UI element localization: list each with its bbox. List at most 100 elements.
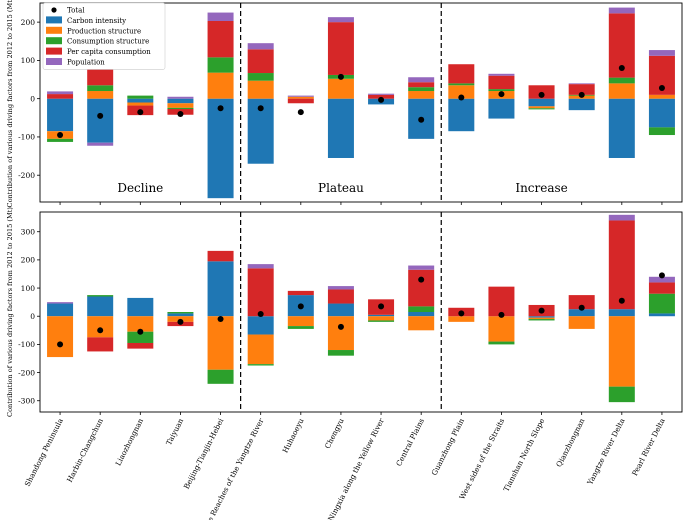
bar-carbon-intensity-ningxia-along-the-yellow-river	[368, 314, 395, 317]
bar-production-structure-qianzhongnan	[568, 316, 595, 329]
total-dot-huhaoeyu	[297, 109, 304, 116]
legend-label-per-capita-consumption: Per capita consumption	[67, 48, 151, 56]
bar-per-capita-consumption-shandong-peninsula	[47, 94, 74, 99]
bar-carbon-intensity-qianzhongnan	[568, 98, 595, 111]
total-dot-qianzhongnan	[578, 91, 585, 98]
bar-consumption-structure-harbin-changchun	[87, 85, 114, 92]
total-dot-central-plains	[418, 116, 425, 123]
group-label-plateau: Plateau	[318, 181, 364, 195]
y-tick-label: -200	[18, 171, 35, 180]
bar-carbon-intensity-liaozhongnan	[127, 98, 154, 103]
bar-consumption-structure-tianshan-north-slope	[528, 108, 555, 110]
y-tick-label: -100	[18, 133, 35, 142]
bar-production-structure-huhaoeyu	[287, 316, 314, 327]
x-tick-label-liaozhongnan: Liaozhongnan	[113, 417, 145, 468]
group-label-decline: Decline	[117, 181, 163, 195]
bar-per-capita-consumption-qianzhongnan	[568, 84, 595, 95]
bar-consumption-structure-middle-reaches-of-the-yangtze-river	[247, 364, 274, 366]
y-tick-label: -100	[18, 340, 35, 349]
bar-carbon-intensity-liaozhongnan	[127, 297, 154, 317]
group-label-increase: Increase	[515, 181, 567, 195]
x-tick-label-pearl-river-delta: Pearl River Delta	[630, 416, 667, 477]
total-dot-beijing-tianjin-hebei	[217, 105, 224, 112]
x-tick-label-guanzhong-plain: Guanzhong Plain	[430, 417, 467, 477]
total-dot-shandong-peninsula	[57, 341, 64, 348]
bar-carbon-intensity-beijing-tianjin-hebei	[207, 261, 234, 317]
bar-per-capita-consumption-middle-reaches-of-the-yangtze-river	[247, 49, 274, 74]
bar-carbon-intensity-tianshan-north-slope	[528, 98, 555, 107]
total-dot-harbin-changchun	[97, 112, 104, 119]
bar-consumption-structure-beijing-tianjin-hebei	[207, 369, 234, 384]
bar-carbon-intensity-shandong-peninsula	[47, 303, 74, 317]
total-dot-tianshan-north-slope	[538, 91, 545, 98]
bar-population-yangtze-river-delta	[608, 214, 635, 221]
bar-production-structure-harbin-changchun	[87, 316, 114, 338]
legend-label-total: Total	[67, 7, 85, 15]
bar-population-shandong-peninsula	[47, 91, 74, 95]
legend-label-consumption-structure: Consumption structure	[67, 38, 149, 46]
total-dot-huhaoeyu	[297, 303, 304, 310]
bar-carbon-intensity-central-plains	[408, 312, 435, 317]
total-dot-taiyuan	[177, 110, 184, 117]
bar-production-structure-middle-reaches-of-the-yangtze-river	[247, 334, 274, 365]
legend-swatch-population	[46, 58, 62, 65]
bar-population-yangtze-river-delta	[608, 7, 635, 14]
bar-population-pearl-river-delta	[648, 276, 675, 283]
bar-per-capita-consumption-central-plains	[408, 269, 435, 307]
bar-production-structure-tianshan-north-slope	[528, 106, 555, 109]
bar-per-capita-consumption-ningxia-along-the-yellow-river	[368, 94, 395, 99]
total-dot-chengyu	[337, 73, 344, 80]
bar-per-capita-consumption-beijing-tianjin-hebei	[207, 250, 234, 262]
y-axis-label: Contribution of various driving factors …	[6, 207, 14, 417]
total-dot-guanzhong-plain	[458, 310, 465, 317]
bar-population-harbin-changchun	[87, 142, 114, 146]
bar-per-capita-consumption-west-sides-of-the-straits	[488, 75, 515, 90]
bar-population-beijing-tianjin-hebei	[207, 12, 234, 21]
total-dot-yangtze-river-delta	[618, 297, 625, 304]
total-dot-ningxia-along-the-yellow-river	[378, 96, 385, 103]
x-tick-label-chengyu: Chengyu	[323, 417, 346, 451]
bar-carbon-intensity-harbin-changchun	[87, 296, 114, 317]
y-tick-label: 0	[30, 312, 35, 321]
bar-consumption-structure-guanzhong-plain	[448, 83, 475, 86]
bar-per-capita-consumption-pearl-river-delta	[648, 282, 675, 294]
bar-carbon-intensity-qianzhongnan	[568, 309, 595, 317]
total-dot-tianshan-north-slope	[538, 307, 545, 314]
bar-carbon-intensity-harbin-changchun	[87, 98, 114, 143]
bar-carbon-intensity-guanzhong-plain	[448, 98, 475, 132]
bar-population-west-sides-of-the-straits	[488, 73, 515, 76]
bar-per-capita-consumption-huhaoeyu	[287, 98, 314, 104]
bar-production-structure-yangtze-river-delta	[608, 83, 635, 99]
bar-per-capita-consumption-guanzhong-plain	[448, 64, 475, 84]
bar-production-structure-shandong-peninsula	[47, 316, 74, 358]
total-dot-beijing-tianjin-hebei	[217, 316, 224, 323]
x-tick-label-middle-reaches-of-the-yangtze-river: Middle Reaches of the Yangtze River	[196, 416, 266, 520]
bar-consumption-structure-central-plains	[408, 306, 435, 312]
x-tick-label-tianshan-north-slope: Tianshan North Slope	[502, 417, 547, 493]
bar-per-capita-consumption-qianzhongnan	[568, 295, 595, 310]
legend-swatch-production-structure	[46, 26, 62, 34]
legend-marker-total	[51, 7, 57, 13]
bar-population-middle-reaches-of-the-yangtze-river	[247, 264, 274, 269]
plot-frame	[39, 2, 683, 203]
total-dot-yangtze-river-delta	[618, 65, 625, 72]
bar-carbon-intensity-beijing-tianjin-hebei	[207, 98, 234, 199]
bar-consumption-structure-ningxia-along-the-yellow-river	[368, 320, 395, 322]
bar-carbon-intensity-yangtze-river-delta	[608, 98, 635, 158]
bar-production-structure-yangtze-river-delta	[608, 316, 635, 387]
bar-consumption-structure-yangtze-river-delta	[608, 386, 635, 403]
y-tick-label: 300	[21, 228, 36, 237]
bar-population-chengyu	[327, 286, 354, 290]
bar-per-capita-consumption-west-sides-of-the-straits	[488, 286, 515, 317]
bar-consumption-structure-liaozhongnan	[127, 331, 154, 343]
total-dot-liaozhongnan	[137, 328, 144, 335]
bar-production-structure-central-plains	[408, 91, 435, 99]
bar-consumption-structure-middle-reaches-of-the-yangtze-river	[247, 73, 274, 81]
bar-production-structure-pearl-river-delta	[648, 94, 675, 99]
bar-carbon-intensity-yangtze-river-delta	[608, 309, 635, 317]
y-axis-label: Contribution of various driving factors …	[6, 0, 14, 207]
bar-production-structure-liaozhongnan	[127, 102, 154, 106]
bar-consumption-structure-west-sides-of-the-straits	[488, 341, 515, 345]
bar-carbon-intensity-tianshan-north-slope	[528, 316, 555, 318]
